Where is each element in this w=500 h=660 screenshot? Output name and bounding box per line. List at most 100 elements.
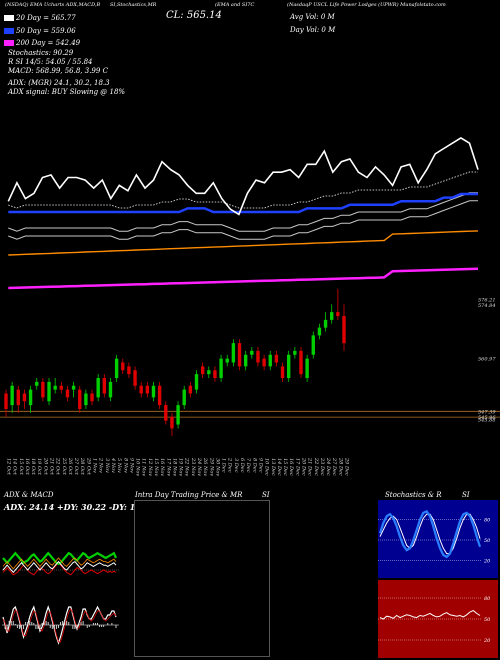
candle (299, 347, 303, 378)
date-tick-label: 12 Nov (147, 458, 153, 476)
candle (151, 381, 156, 402)
stochastics-value: Stochastics: 90.29 (8, 49, 74, 57)
header-mid2: (EMA and SI7C (215, 2, 255, 8)
date-tick-label: 21 Dec (307, 457, 313, 476)
candle (219, 354, 223, 382)
date-tick-label: 15 Dec (282, 458, 288, 476)
candle-body (41, 381, 45, 398)
candle-body (16, 389, 20, 406)
candle-body (182, 389, 186, 406)
candle-body (84, 393, 88, 406)
date-tick-label: 28 Oct (79, 457, 85, 476)
date-tick-label: 27 Dec (331, 457, 337, 476)
candle (84, 389, 88, 409)
candle (188, 381, 193, 398)
stoch-d-line (379, 513, 481, 555)
candle-body (108, 381, 113, 398)
price-label: 547.39 (478, 409, 496, 415)
candle (78, 385, 82, 413)
ema-100b-line (8, 192, 478, 232)
date-tick-label: 7 Dec (245, 458, 251, 473)
candle (213, 366, 217, 382)
ema-200-line (8, 267, 479, 290)
date-tick-label: 2 Dec (227, 457, 233, 473)
date-tick-label: 23 Nov (190, 457, 196, 476)
date-tick-label: 5 Nov (116, 458, 122, 473)
date-tick-label: 3 Nov (104, 458, 110, 473)
candle-body (231, 343, 236, 363)
candle-body (225, 358, 229, 363)
candle (65, 385, 70, 402)
date-tick-label: 22 Oct (55, 457, 61, 476)
candle (231, 339, 236, 367)
candle (237, 339, 242, 371)
date-tick-label: 10 Nov (135, 458, 141, 476)
date-tick-label: 24 Dec (325, 457, 331, 476)
candle-body (262, 358, 266, 367)
price-label: 560.97 (478, 357, 496, 363)
adx-smooth-line (2, 557, 117, 570)
candle-body (133, 370, 137, 386)
candle (250, 347, 254, 359)
rsi-value: R SI 14/5: 54.05 / 55.84 (8, 58, 93, 66)
candle-body (139, 385, 143, 394)
candle (96, 374, 100, 402)
candle (59, 381, 63, 394)
candle-body (280, 366, 285, 378)
candle-body (176, 405, 180, 425)
stoch-suffix: SI (462, 491, 470, 499)
candle-body (194, 374, 199, 390)
date-tick-label: 18 Oct (30, 458, 36, 476)
candle (145, 381, 150, 398)
candle-body (28, 389, 33, 406)
candle (194, 370, 199, 394)
candle (16, 385, 20, 413)
candle-body (78, 389, 82, 409)
candle (164, 401, 168, 425)
candle-body (127, 366, 131, 375)
signal-line (8, 171, 478, 209)
intraday-title: Intra Day Trading Price & MR (135, 491, 243, 499)
date-tick-label: 16 Dec (288, 458, 294, 476)
candle-body (164, 405, 168, 421)
candle-body (219, 358, 223, 378)
candle-body (243, 354, 248, 367)
date-tick-label: 6 Dec (239, 458, 245, 473)
legend-swatch-50 (4, 28, 14, 34)
candle (102, 374, 107, 398)
candle (330, 304, 334, 324)
candle (336, 288, 340, 320)
candle (176, 401, 180, 429)
date-tick-label: 13 Dec (270, 458, 276, 476)
adx-line (2, 560, 117, 574)
day-volume: Day Vol: 0 M (290, 26, 336, 34)
date-tick-label: 15 Nov (153, 458, 159, 476)
date-tick-label: 26 Oct (67, 457, 73, 476)
candle-body (188, 385, 193, 394)
candle-body (336, 312, 340, 316)
candle (182, 385, 186, 409)
date-tick-label: 8 Nov (122, 458, 128, 473)
date-tick-label: 8 Dec (251, 458, 257, 473)
candle-body (53, 385, 57, 390)
candle (157, 381, 162, 409)
intraday-suffix: SI (262, 491, 270, 499)
candle-body (47, 381, 51, 402)
date-tick-label: 14 Dec (276, 458, 282, 476)
adx-macd-panel (2, 510, 119, 658)
stoch-tick-label: 80 (484, 518, 491, 524)
candle-body (305, 358, 309, 378)
candle-body (145, 385, 150, 394)
candle (274, 350, 279, 367)
candle (22, 389, 27, 409)
date-tick-label: 17 Nov (165, 458, 171, 476)
date-tick-label: 9 Nov (128, 458, 134, 473)
candle-body (90, 393, 94, 402)
ema-orange-line (8, 230, 479, 256)
candle-body (274, 354, 279, 363)
candle (71, 381, 76, 398)
date-tick-label: 24 Nov (196, 457, 202, 476)
candle-body (256, 350, 260, 363)
candle (35, 378, 39, 390)
